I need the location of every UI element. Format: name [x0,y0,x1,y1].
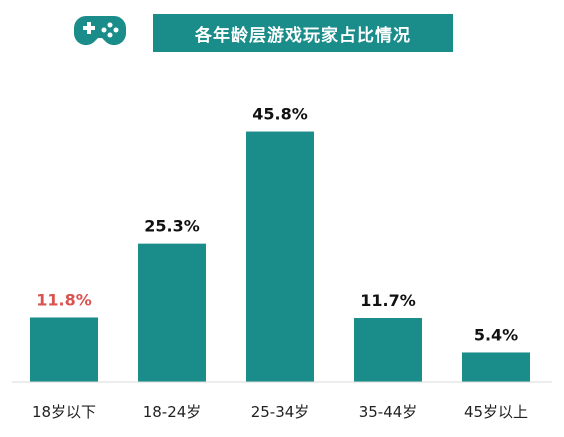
category-label-3: 35-44岁 [359,403,418,421]
bar-3 [354,318,422,382]
data-label-0: 11.8% [36,290,92,309]
data-label-4: 5.4% [474,325,518,344]
bar-4 [462,352,530,382]
gamepad-icon [74,16,126,46]
category-label-2: 25-34岁 [251,403,310,421]
data-label-2: 45.8% [252,105,308,124]
bar-0 [30,317,98,382]
bar-2 [246,131,314,382]
category-label-4: 45岁以上 [464,403,528,421]
data-label-1: 25.3% [144,217,200,236]
bar-1 [138,243,206,382]
chart-title: 各年龄层游戏玩家占比情况 [153,14,453,52]
data-label-3: 11.7% [360,291,416,310]
category-label-0: 18岁以下 [32,403,96,421]
category-label-1: 18-24岁 [143,403,202,421]
